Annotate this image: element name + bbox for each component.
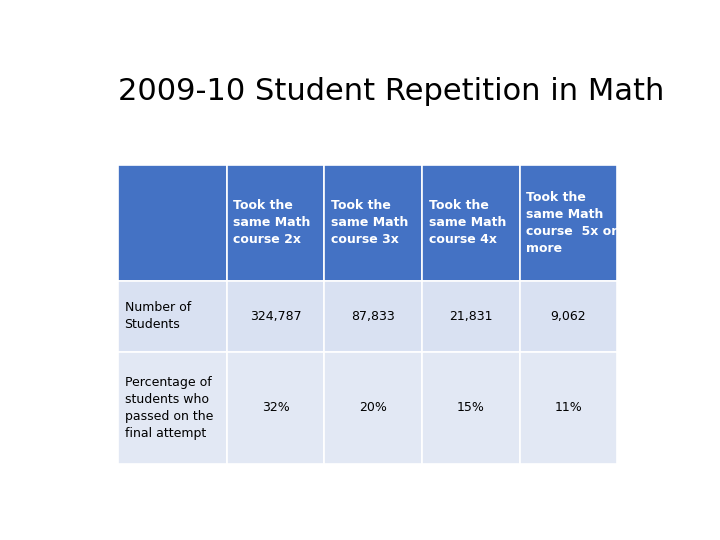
Bar xyxy=(118,281,227,352)
Text: 15%: 15% xyxy=(457,401,485,414)
Bar xyxy=(520,165,617,281)
Text: Took the
same Math
course 3x: Took the same Math course 3x xyxy=(331,199,408,246)
Text: 20%: 20% xyxy=(359,401,387,414)
Text: 324,787: 324,787 xyxy=(250,310,302,323)
Bar xyxy=(324,281,422,352)
Bar xyxy=(520,281,617,352)
Bar xyxy=(324,352,422,464)
Bar xyxy=(227,165,324,281)
Text: 87,833: 87,833 xyxy=(351,310,395,323)
Text: 11%: 11% xyxy=(554,401,582,414)
Bar xyxy=(422,281,520,352)
Bar xyxy=(324,165,422,281)
Text: Percentage of
students who
passed on the
final attempt: Percentage of students who passed on the… xyxy=(125,376,213,440)
Text: Took the
same Math
course  5x or
more: Took the same Math course 5x or more xyxy=(526,191,618,255)
Text: Took the
same Math
course 4x: Took the same Math course 4x xyxy=(428,199,506,246)
Bar xyxy=(118,352,227,464)
Text: 9,062: 9,062 xyxy=(551,310,586,323)
Bar xyxy=(118,165,227,281)
Bar xyxy=(520,352,617,464)
Bar xyxy=(227,352,324,464)
Text: 32%: 32% xyxy=(261,401,289,414)
Bar xyxy=(422,352,520,464)
Bar xyxy=(422,165,520,281)
Text: Took the
same Math
course 2x: Took the same Math course 2x xyxy=(233,199,311,246)
Text: 2009-10 Student Repetition in Math: 2009-10 Student Repetition in Math xyxy=(118,77,665,106)
Bar xyxy=(227,281,324,352)
Text: 21,831: 21,831 xyxy=(449,310,492,323)
Text: Number of
Students: Number of Students xyxy=(125,301,191,332)
